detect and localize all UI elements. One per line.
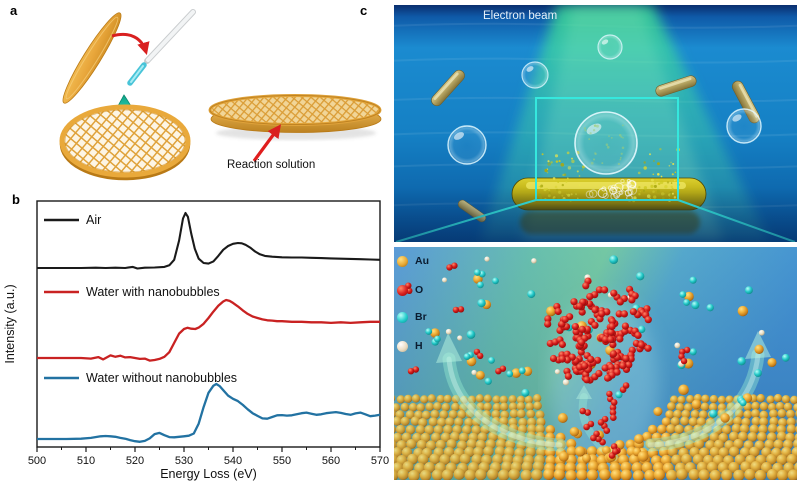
reaction-solution-label: Reaction solution — [227, 159, 316, 171]
x-tick-label: 540 — [224, 455, 242, 467]
x-tick-label: 520 — [126, 455, 144, 467]
series-curve-2 — [37, 382, 381, 443]
x-tick-label: 530 — [175, 455, 193, 467]
pipette — [127, 9, 196, 86]
convection-arrow-left — [436, 333, 567, 452]
legend-item-h: H — [397, 340, 423, 352]
y-axis-title: Intensity (a.u.) — [3, 284, 17, 363]
x-tick-label: 510 — [77, 455, 95, 467]
series-curve-1 — [37, 298, 380, 362]
reaction-solution-arrow — [252, 124, 281, 162]
au-atom-icon — [397, 255, 408, 267]
panel-a-letter: a — [10, 3, 18, 18]
oxygen-molecules-scattered — [405, 262, 691, 403]
panel-c-scene — [394, 5, 797, 242]
central-bubble — [574, 111, 638, 175]
x-tick-label: 570 — [371, 455, 389, 467]
h-legend-label: H — [415, 340, 423, 352]
tem-grid — [59, 104, 191, 181]
h-atom-icon — [397, 340, 408, 352]
grid-sandwich — [208, 94, 382, 140]
lattice-green-tint-right — [669, 395, 797, 480]
panel-c-letter: c — [360, 3, 368, 18]
plot-box — [36, 200, 381, 448]
x-axis-title: Energy Loss (eV) — [160, 467, 257, 481]
series-curve-0 — [37, 211, 381, 270]
gold-bromide-complexes — [425, 269, 753, 407]
o-legend-label: O — [415, 284, 424, 296]
lattice-green-tint-left — [394, 395, 544, 480]
oxygen-nanobubble-cluster — [544, 277, 652, 459]
legend-label-2: Water without nanobubbles — [86, 371, 237, 385]
legend-label-1: Water with nanobubbles — [86, 285, 220, 299]
nanobubbles — [447, 34, 762, 165]
x-tick-label: 560 — [322, 455, 340, 467]
br-legend-label: Br — [415, 311, 427, 323]
panel-b-letter: b — [12, 192, 20, 207]
depth-shading — [394, 187, 797, 242]
legend-item-au: Au — [397, 255, 429, 267]
au-legend-label: Au — [415, 255, 429, 267]
x-axis-ticks: 500 510 520 530 540 550 560 570 — [28, 447, 389, 467]
br-atom-icon — [397, 311, 408, 323]
panel-a-schematic — [59, 9, 382, 181]
transfer-arrow — [111, 32, 150, 56]
x-tick-label: 550 — [273, 455, 291, 467]
gold-disc-tilted — [62, 12, 122, 104]
legend-label-0: Air — [86, 213, 101, 227]
electron-beam-label: Electron beam — [483, 10, 558, 22]
panel-b-chart: 500 510 520 530 540 550 560 570 Energy Loss (eV)… — [3, 200, 389, 481]
o-atom-icon — [397, 284, 408, 296]
x-tick-label: 500 — [28, 455, 46, 467]
gold-surface-lattice — [394, 394, 797, 480]
legend-item-br: Br — [397, 311, 427, 323]
panel-c-atomic-view — [394, 247, 797, 480]
legend-item-o: O — [397, 284, 423, 296]
